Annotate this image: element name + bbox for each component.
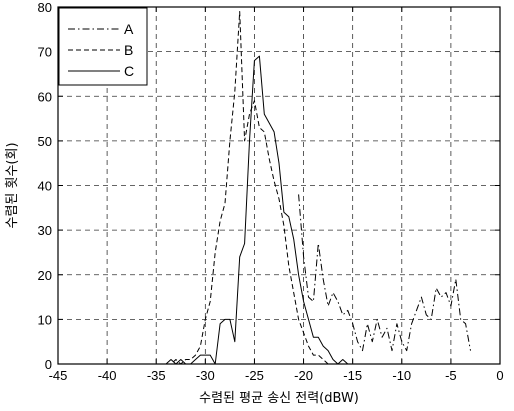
- series-lines: [165, 11, 471, 365]
- y-tick-label: 40: [38, 179, 52, 194]
- x-tick-label: 0: [496, 368, 503, 383]
- series-line-b: [166, 11, 333, 365]
- legend: A B C: [58, 7, 148, 86]
- plot-frame: [57, 6, 501, 365]
- y-tick-label: 50: [38, 134, 52, 149]
- x-tick-labels: -45 -40 -35 -30 -25 -20 -15 -10 -5 0: [49, 368, 504, 383]
- x-tick-label: -35: [147, 368, 166, 383]
- legend-label-a: A: [124, 21, 134, 37]
- legend-label-b: B: [124, 42, 133, 58]
- x-tick-label: -30: [196, 368, 215, 383]
- series-line-c: [165, 55, 353, 365]
- legend-box: [58, 7, 148, 86]
- x-tick-label: -15: [343, 368, 362, 383]
- x-tick-label: -45: [49, 368, 68, 383]
- x-tick-label: -25: [245, 368, 264, 383]
- y-tick-label: 60: [38, 89, 52, 104]
- y-tick-label: 0: [45, 357, 52, 372]
- y-tick-label: 20: [38, 268, 52, 283]
- x-tick-label: -5: [445, 368, 457, 383]
- y-axis-title: 수렴된 횟수(회): [5, 142, 20, 228]
- legend-label-c: C: [124, 63, 134, 79]
- y-tick-label: 30: [38, 223, 52, 238]
- x-tick-label: -10: [392, 368, 411, 383]
- y-tick-label: 70: [38, 45, 52, 60]
- y-tick-label: 10: [38, 312, 52, 327]
- x-tick-label: -40: [98, 368, 117, 383]
- x-axis-title: 수렴된 평균 송신 전력(dBW): [199, 391, 359, 406]
- y-tick-label: 80: [38, 0, 52, 15]
- series-line-a: [298, 194, 471, 352]
- y-tick-labels: 0 10 20 30 40 50 60 70 80: [38, 0, 52, 372]
- x-tick-label: -20: [294, 368, 313, 383]
